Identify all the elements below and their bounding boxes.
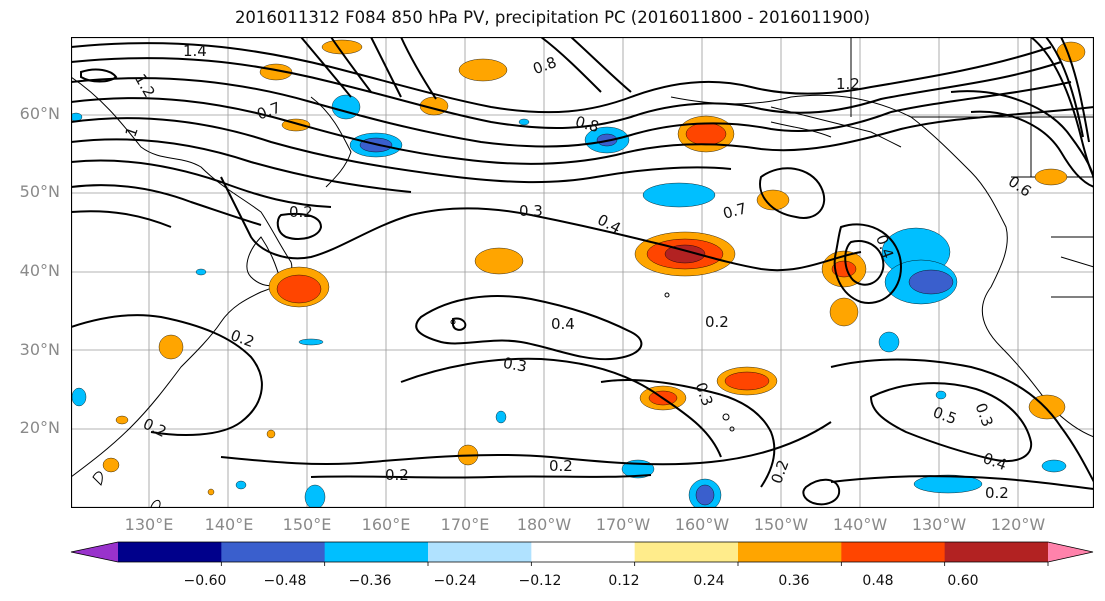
lat-label-50n: 50°N: [19, 182, 60, 201]
contour-label: 0.2: [705, 313, 729, 331]
contour-label: 1.2: [836, 75, 860, 93]
colorbar-segment: [428, 542, 532, 562]
colorbar-tick-label: −0.60: [183, 573, 227, 589]
colorbar-segment: [634, 542, 739, 562]
lon-label-150e: 150°E: [282, 515, 332, 534]
lon-label-180w: 180°W: [516, 515, 572, 534]
colorbar-segment: [118, 542, 222, 562]
contour-label: 0.7: [721, 199, 749, 223]
lon-label-170e: 170°E: [440, 515, 490, 534]
colorbar-segment: [841, 542, 946, 562]
colorbar-tick-label: −0.24: [433, 573, 477, 589]
lon-label-150w: 150°W: [753, 515, 809, 534]
contour-label: 0.3: [519, 202, 543, 220]
colorbar-tick-label: −0.12: [518, 573, 562, 589]
coastlines: [71, 37, 1094, 508]
contour-label: 0.3: [502, 354, 529, 376]
colorbar-extend-min: [71, 542, 118, 562]
colorbar-segment: [324, 542, 429, 562]
contour-label: 0.2: [985, 484, 1009, 502]
contour-label: 1.4: [183, 42, 207, 60]
lon-label-160w: 160°W: [674, 515, 730, 534]
colorbar-tick-label: 0.24: [693, 573, 725, 589]
pv-contours: [71, 37, 1094, 506]
lon-label-140w: 140°W: [832, 515, 888, 534]
colorbar-tick-label: 0.12: [608, 573, 640, 589]
contour-label: 0.2: [385, 466, 409, 484]
colorbar-tick-label: 0.48: [862, 573, 894, 589]
contour-label: 0.8: [573, 112, 601, 136]
lon-label-130e: 130°E: [124, 515, 174, 534]
colorbar-segment: [944, 542, 1049, 562]
contour-label: 0.4: [551, 315, 575, 333]
colorbar-segment: [738, 542, 842, 562]
precip-negative: [71, 94, 1067, 508]
colorbar-segment: [531, 542, 636, 562]
map-panel: 1.4 1.2 1 0.8 0.8 1.2 0.7 0.2 0.3 0.4 0.…: [71, 37, 1094, 508]
precip-positive: [102, 39, 1086, 496]
colorbar-tick-label: −0.36: [348, 573, 392, 589]
contour-label: 0.2: [289, 203, 313, 221]
lat-label-30n: 30°N: [19, 340, 60, 359]
lon-label-140e: 140°E: [204, 515, 254, 534]
lat-label-20n: 20°N: [19, 418, 60, 437]
lon-label-120w: 120°W: [990, 515, 1046, 534]
map-frame: [71, 37, 1094, 508]
colorbar-tick-label: 0.60: [947, 573, 979, 589]
contour-label: 0.2: [549, 457, 573, 475]
lon-label-170w: 170°W: [595, 515, 651, 534]
colorbar-tick-label: −0.48: [263, 573, 307, 589]
colorbar-segment: [221, 542, 326, 562]
lat-label-60n: 60°N: [19, 104, 60, 123]
lat-label-40n: 40°N: [19, 261, 60, 280]
colorbar-extend-max: [1048, 542, 1093, 562]
map-title: 2016011312 F084 850 hPa PV, precipitatio…: [234, 8, 871, 27]
lon-label-160e: 160°E: [361, 515, 411, 534]
colorbar-outline: [70, 541, 1094, 563]
colorbar-tick-label: 0.36: [778, 573, 810, 589]
lon-label-130w: 130°W: [911, 515, 967, 534]
